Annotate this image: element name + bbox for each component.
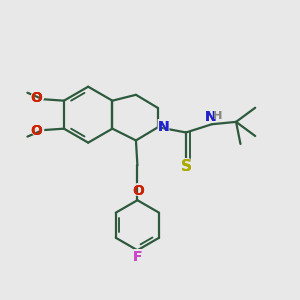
Text: S: S bbox=[181, 159, 191, 174]
Text: O: O bbox=[30, 91, 42, 105]
Text: O: O bbox=[132, 184, 144, 198]
Text: O: O bbox=[132, 184, 144, 198]
Text: N: N bbox=[156, 118, 171, 136]
Text: O: O bbox=[30, 91, 42, 105]
Text: H: H bbox=[213, 111, 222, 121]
Text: N: N bbox=[158, 120, 169, 134]
Text: O: O bbox=[28, 89, 44, 107]
Text: F: F bbox=[133, 250, 142, 264]
Text: O: O bbox=[30, 124, 42, 138]
Text: S: S bbox=[181, 159, 191, 174]
Text: O: O bbox=[30, 124, 42, 138]
Text: N: N bbox=[203, 108, 218, 126]
Text: N: N bbox=[205, 110, 216, 124]
Text: F: F bbox=[133, 250, 142, 264]
Text: N: N bbox=[205, 110, 216, 124]
Text: O: O bbox=[28, 122, 44, 140]
Text: N: N bbox=[158, 120, 169, 134]
Text: O: O bbox=[130, 182, 146, 200]
Text: H: H bbox=[213, 111, 222, 121]
Text: F: F bbox=[131, 248, 143, 266]
Text: S: S bbox=[179, 158, 193, 176]
